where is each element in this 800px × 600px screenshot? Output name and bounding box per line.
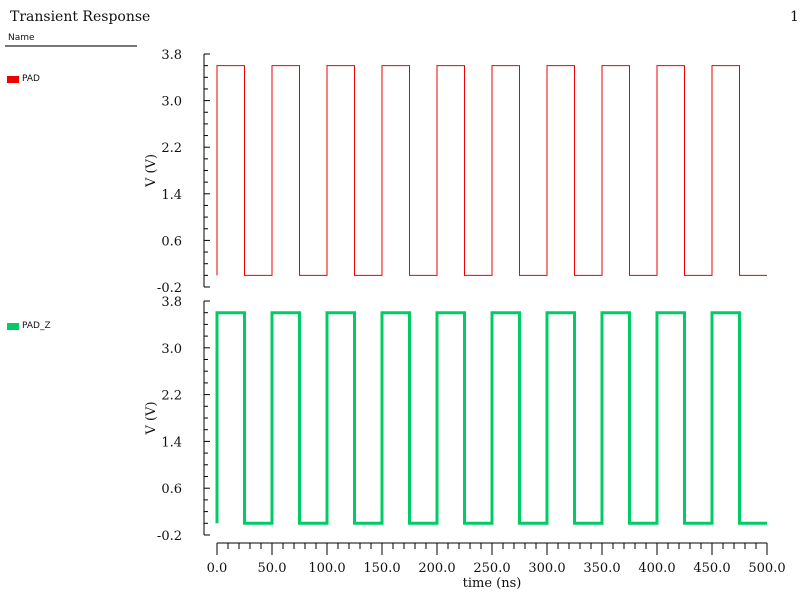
y-tick-label: 1.4 [161,435,182,450]
y-tick-label: 2.2 [161,389,182,404]
x-tick-label: 350.0 [583,561,620,576]
page-number: 1 [790,9,799,25]
x-tick-label: 300.0 [528,561,565,576]
x-tick-label: 150.0 [363,561,400,576]
legend-name-header: Name [8,33,35,43]
y-tick-label: 3.8 [161,48,182,63]
x-tick-label: 50.0 [258,561,287,576]
y-tick-label: -0.2 [157,529,182,544]
y-tick-label: -0.2 [157,281,182,296]
color-swatch-icon [7,75,19,83]
waveform-pad_z [215,311,767,525]
y-tick-label: 3.0 [161,342,182,357]
y-tick-label: 1.4 [161,188,182,203]
legend-label: PAD [22,74,40,84]
y-tick-label: 0.6 [161,234,182,249]
x-tick-label: 100.0 [308,561,345,576]
x-axis-label: time (ns) [463,576,522,591]
y-tick-label: 3.8 [161,295,182,310]
x-tick-label: 250.0 [473,561,510,576]
y-tick-label: 2.2 [161,141,182,156]
color-swatch-icon [7,322,19,330]
x-tick-label: 450.0 [693,561,730,576]
x-tick-label: 400.0 [638,561,675,576]
legend-label: PAD_Z [22,321,51,331]
chart-title: Transient Response [10,9,151,25]
y-tick-label: 3.0 [161,95,182,110]
x-tick-label: 0.0 [207,561,228,576]
y-axis-label: V (V) [144,401,159,435]
x-tick-label: 200.0 [418,561,455,576]
legend-item-pad-z[interactable]: PAD_Z [7,321,51,331]
x-tick-label: 500.0 [748,561,785,576]
waveform-pad [216,65,767,276]
y-tick-label: 0.6 [161,482,182,497]
y-axis-label: V (V) [144,154,159,188]
legend-header-divider [5,45,137,47]
legend-item-pad[interactable]: PAD [7,74,40,84]
